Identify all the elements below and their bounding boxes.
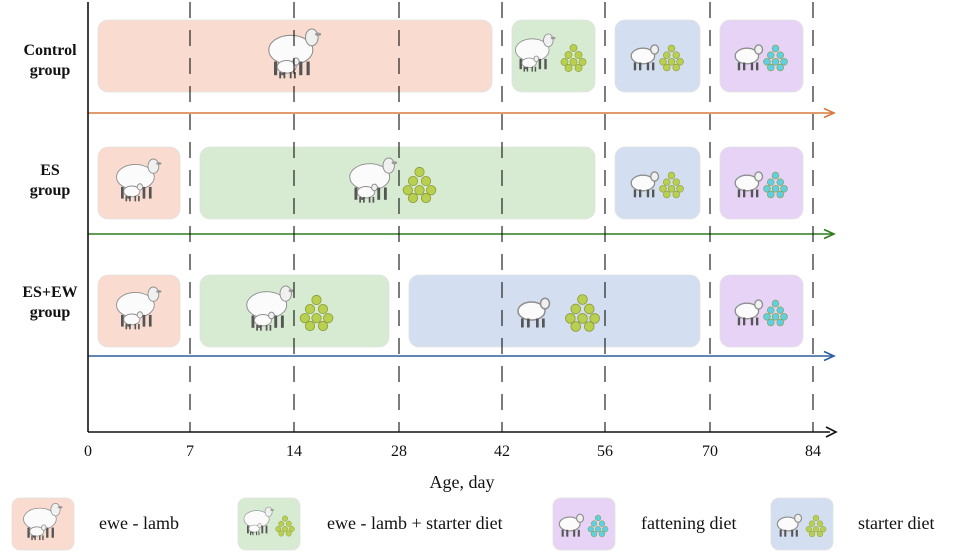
phase-ewe-lamb-starter-g1-p1	[199, 146, 596, 220]
phase-box	[199, 146, 596, 220]
phase-box	[408, 274, 701, 348]
phase-box	[719, 146, 804, 220]
tick-label-28: 28	[391, 443, 407, 460]
starter-pellets-icon	[565, 294, 600, 332]
phase-starter-g2-p2	[408, 274, 701, 348]
x-axis-title: Age, day	[430, 472, 495, 492]
fattening-pellets-icon	[763, 299, 788, 327]
tick-label-14: 14	[286, 443, 302, 460]
phase-box	[614, 146, 701, 220]
legend-label: ewe - lamb + starter diet	[327, 513, 503, 533]
legend-label: starter diet	[858, 513, 934, 533]
group-arrowhead-0	[823, 107, 836, 119]
tick-label-42: 42	[494, 443, 510, 460]
tick-label-84: 84	[805, 443, 821, 460]
phase-ewe-lamb-g2-p0	[97, 274, 181, 348]
group-arrowhead-2	[823, 350, 836, 362]
group-arrowhead-1	[823, 228, 836, 240]
starter-pellets-icon	[299, 294, 334, 332]
es-ew-group-label-line2: group	[30, 304, 71, 321]
tick-label-56: 56	[597, 443, 613, 460]
starter-pellets-icon	[659, 171, 684, 199]
es-group-label-line1: ES	[40, 162, 60, 179]
phase-ewe-lamb-starter-g0-p1	[511, 19, 596, 93]
phase-fattening-g2-p3	[719, 274, 804, 348]
legend-item-ewe-lamb: ewe - lamb	[11, 497, 179, 551]
control-group-label-line2: group	[30, 62, 71, 79]
phase-ewe-lamb-g1-p0	[97, 146, 181, 220]
control-group-label-line1: Control	[23, 42, 77, 59]
phase-box	[719, 274, 804, 348]
es-ew-group-label-line1: ES+EW	[22, 284, 77, 301]
fattening-pellets-icon	[587, 514, 609, 538]
tick-label-0: 0	[84, 443, 92, 460]
legend-item-ewe-lamb-starter: ewe - lamb + starter diet	[237, 497, 503, 551]
legend-label: ewe - lamb	[99, 513, 179, 533]
legend-swatch	[552, 497, 616, 551]
phase-ewe-lamb-g0-p0	[97, 19, 493, 93]
starter-pellets-icon	[560, 44, 587, 72]
legend-item-starter: starter diet	[770, 497, 934, 551]
phase-fattening-g1-p3	[719, 146, 804, 220]
phase-starter-g0-p2	[614, 19, 701, 93]
starter-pellets-icon	[805, 514, 827, 538]
phase-box	[614, 19, 701, 93]
fattening-pellets-icon	[763, 171, 788, 199]
x-axis-arrowhead	[825, 426, 838, 438]
legend-label: fattening diet	[641, 513, 736, 533]
legend-item-fattening: fattening diet	[552, 497, 736, 551]
legend-swatch	[770, 497, 834, 551]
phase-box	[511, 19, 596, 93]
es-group-label-line2: group	[30, 182, 71, 199]
tick-label-70: 70	[702, 443, 718, 460]
phase-starter-g1-p2	[614, 146, 701, 220]
starter-pellets-icon	[402, 166, 437, 204]
fattening-pellets-icon	[763, 44, 788, 72]
starter-pellets-icon	[275, 515, 295, 537]
starter-pellets-icon	[659, 44, 684, 72]
phase-fattening-g0-p3	[719, 19, 804, 93]
phase-box	[719, 19, 804, 93]
tick-label-7: 7	[186, 443, 194, 460]
